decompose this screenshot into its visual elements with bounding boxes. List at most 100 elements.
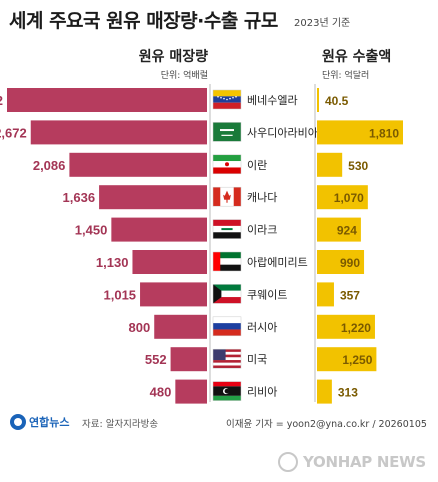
flag-part [213, 354, 241, 358]
flag-part [213, 349, 226, 361]
flag-part [213, 90, 241, 97]
russia-flag-icon [212, 316, 242, 337]
flag-part [233, 187, 241, 207]
flag-border [212, 381, 242, 401]
exports-bar [317, 88, 319, 112]
flag-part [213, 290, 241, 298]
flag-part [220, 96, 222, 99]
libya-flag-icon [212, 381, 242, 401]
flag-part [213, 381, 241, 387]
flag-part [217, 96, 219, 98]
country-label: 쿠웨이트 [247, 288, 287, 301]
flag-part [213, 329, 241, 336]
watermark-text: YONHAP NEWS [303, 453, 426, 471]
country-label: 리비아 [247, 386, 277, 399]
reserves-title: 원유 매장량 [138, 49, 208, 65]
flag-part [213, 316, 241, 324]
reserves-bar [154, 314, 207, 339]
flag-part [213, 102, 241, 109]
exports-value-label: 1,250 [342, 353, 372, 367]
reserves-bar [111, 217, 207, 242]
country-label: 이라크 [247, 224, 277, 237]
reserves-value-label: 1,015 [104, 287, 137, 302]
flag-border [212, 154, 242, 175]
flag-part [213, 258, 241, 265]
uae-flag-icon [212, 251, 242, 272]
flag-part [213, 167, 241, 174]
exports-bar [317, 314, 375, 339]
flag-part [213, 365, 241, 369]
reserves-unit: 단위: 억배럴 [160, 71, 208, 81]
exports-bar [317, 250, 365, 274]
reserves-value-label: 3,032 [0, 93, 3, 108]
yonhap-logo-icon [10, 414, 26, 430]
flag-part [213, 284, 241, 291]
watermark-icon [278, 452, 298, 472]
exports-bar [317, 379, 332, 404]
reserves-bar [7, 88, 207, 112]
exports-title: 원유 수출액 [322, 49, 392, 65]
flag-part [213, 219, 241, 226]
flag-part [213, 357, 241, 361]
reserves-value-label: 800 [129, 320, 151, 335]
reserves-value-label: 1,636 [63, 190, 96, 205]
credit-note: 이재윤 기자 = yoon2@yna.co.kr / 20260105 [226, 419, 427, 430]
flag-border [212, 316, 242, 337]
reserves-bar [170, 347, 207, 372]
flag-border [212, 122, 242, 142]
exports-bar [317, 120, 403, 145]
flag-part [213, 360, 241, 363]
flag-part [226, 98, 228, 101]
flag-part [213, 252, 221, 271]
reserves-bar [175, 379, 207, 404]
logo-text: 연합뉴스 [29, 416, 70, 429]
country-label: 이란 [247, 159, 267, 172]
exports-bar [317, 217, 361, 242]
canada-flag-icon [212, 186, 242, 207]
flag-border [212, 284, 242, 304]
exports-value-label: 990 [340, 256, 360, 270]
reserves-value-label: 2,086 [33, 158, 66, 173]
country-label: 사우디아라비아 [247, 126, 318, 139]
exports-value-label: 924 [337, 224, 357, 238]
saudi-arabia-flag-icon [212, 122, 242, 142]
reserves-bar [69, 152, 207, 177]
watermark: YONHAP NEWS [278, 452, 426, 472]
flag-part [229, 97, 231, 100]
flag-part [221, 134, 233, 136]
flag-part [213, 351, 241, 355]
exports-value-label: 357 [340, 288, 360, 302]
flag-border [212, 219, 242, 239]
exports-value-label: 40.5 [325, 94, 349, 108]
iraq-flag-icon [212, 219, 242, 239]
flag-part [235, 96, 237, 98]
flag-part [220, 129, 234, 132]
flag-part [224, 388, 230, 394]
flag-part [213, 297, 241, 304]
kuwait-flag-icon [212, 284, 242, 304]
flag-part [213, 284, 222, 304]
reserves-value-label: 552 [145, 352, 167, 367]
country-label: 러시아 [247, 321, 277, 334]
flag-part [213, 349, 241, 352]
exports-value-label: 1,220 [341, 321, 371, 335]
flag-part [213, 323, 241, 330]
exports-value-label: 313 [338, 386, 358, 400]
flag-part [232, 96, 234, 99]
reserves-value-label: 1,450 [75, 223, 108, 238]
exports-bar [317, 282, 334, 307]
exports-value-label: 1,070 [334, 191, 364, 205]
flag-part [213, 264, 241, 271]
flag-part [223, 97, 225, 100]
flag-border [212, 89, 242, 110]
year-note: 2023년 기준 [294, 18, 351, 29]
flag-part [213, 252, 241, 259]
flag-border [212, 186, 242, 207]
reserves-bar [30, 120, 207, 145]
yonhap-logo: 연합뉴스 [10, 414, 69, 430]
reserves-value-label: 2,672 [0, 125, 27, 140]
country-label: 아랍에미리트 [247, 256, 308, 269]
country-label: 미국 [247, 353, 267, 366]
flag-part [213, 362, 241, 366]
exports-value-label: 1,810 [369, 126, 399, 140]
